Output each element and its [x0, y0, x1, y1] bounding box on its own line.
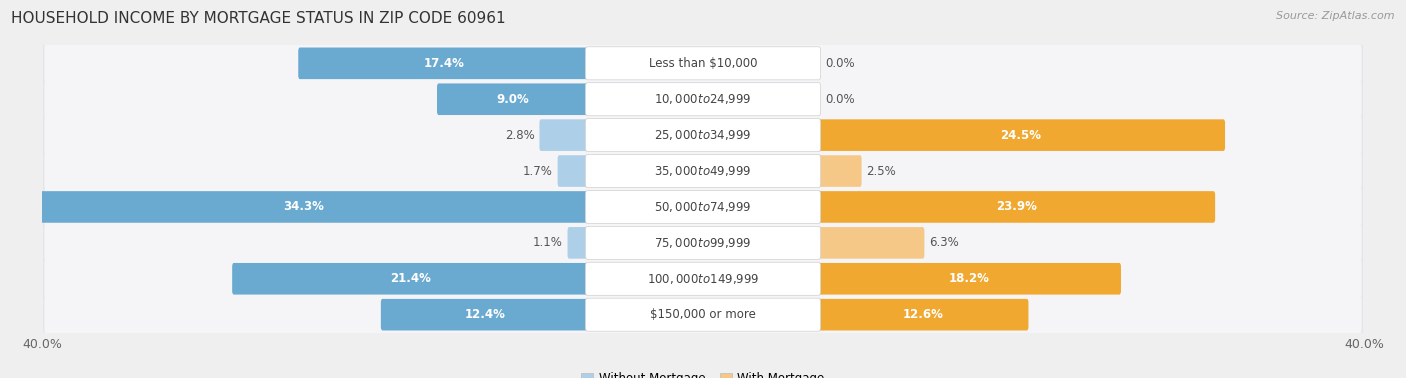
Text: Less than $10,000: Less than $10,000	[648, 57, 758, 70]
FancyBboxPatch shape	[558, 155, 589, 187]
Text: HOUSEHOLD INCOME BY MORTGAGE STATUS IN ZIP CODE 60961: HOUSEHOLD INCOME BY MORTGAGE STATUS IN Z…	[11, 11, 506, 26]
Text: 12.6%: 12.6%	[903, 308, 943, 321]
FancyBboxPatch shape	[437, 84, 589, 115]
FancyBboxPatch shape	[44, 42, 1362, 84]
FancyBboxPatch shape	[381, 299, 589, 330]
FancyBboxPatch shape	[45, 152, 1361, 190]
FancyBboxPatch shape	[45, 188, 1361, 226]
Text: $10,000 to $24,999: $10,000 to $24,999	[654, 92, 752, 106]
FancyBboxPatch shape	[44, 294, 1362, 336]
FancyBboxPatch shape	[585, 191, 821, 223]
Text: 12.4%: 12.4%	[464, 308, 505, 321]
FancyBboxPatch shape	[44, 186, 1362, 228]
FancyBboxPatch shape	[45, 224, 1361, 262]
Text: $150,000 or more: $150,000 or more	[650, 308, 756, 321]
FancyBboxPatch shape	[45, 260, 1361, 298]
Text: 1.7%: 1.7%	[523, 164, 553, 178]
Text: 9.0%: 9.0%	[496, 93, 530, 106]
FancyBboxPatch shape	[45, 116, 1361, 154]
FancyBboxPatch shape	[817, 299, 1028, 330]
Legend: Without Mortgage, With Mortgage: Without Mortgage, With Mortgage	[576, 367, 830, 378]
FancyBboxPatch shape	[817, 227, 924, 259]
FancyBboxPatch shape	[585, 155, 821, 187]
Text: $25,000 to $34,999: $25,000 to $34,999	[654, 128, 752, 142]
FancyBboxPatch shape	[585, 119, 821, 152]
FancyBboxPatch shape	[585, 83, 821, 116]
Text: $75,000 to $99,999: $75,000 to $99,999	[654, 236, 752, 250]
Text: 0.0%: 0.0%	[825, 57, 855, 70]
FancyBboxPatch shape	[585, 262, 821, 295]
FancyBboxPatch shape	[568, 227, 589, 259]
Text: 0.0%: 0.0%	[825, 93, 855, 106]
FancyBboxPatch shape	[44, 78, 1362, 120]
FancyBboxPatch shape	[44, 222, 1362, 264]
Text: 18.2%: 18.2%	[949, 272, 990, 285]
Text: 17.4%: 17.4%	[423, 57, 464, 70]
Text: Source: ZipAtlas.com: Source: ZipAtlas.com	[1277, 11, 1395, 21]
FancyBboxPatch shape	[817, 119, 1225, 151]
FancyBboxPatch shape	[45, 296, 1361, 334]
Text: 1.1%: 1.1%	[533, 236, 562, 249]
FancyBboxPatch shape	[45, 44, 1361, 82]
FancyBboxPatch shape	[585, 298, 821, 331]
Text: 23.9%: 23.9%	[995, 200, 1036, 214]
Text: 2.5%: 2.5%	[866, 164, 896, 178]
Text: 6.3%: 6.3%	[929, 236, 959, 249]
FancyBboxPatch shape	[298, 48, 589, 79]
Text: 34.3%: 34.3%	[284, 200, 325, 214]
Text: 21.4%: 21.4%	[389, 272, 432, 285]
FancyBboxPatch shape	[44, 258, 1362, 300]
FancyBboxPatch shape	[44, 150, 1362, 192]
FancyBboxPatch shape	[232, 263, 589, 294]
Text: 24.5%: 24.5%	[1001, 129, 1042, 142]
FancyBboxPatch shape	[44, 114, 1362, 156]
FancyBboxPatch shape	[817, 263, 1121, 294]
Text: $100,000 to $149,999: $100,000 to $149,999	[647, 272, 759, 286]
FancyBboxPatch shape	[585, 47, 821, 80]
FancyBboxPatch shape	[585, 226, 821, 259]
Text: $50,000 to $74,999: $50,000 to $74,999	[654, 200, 752, 214]
FancyBboxPatch shape	[20, 191, 589, 223]
Text: 2.8%: 2.8%	[505, 129, 534, 142]
FancyBboxPatch shape	[45, 80, 1361, 118]
Text: $35,000 to $49,999: $35,000 to $49,999	[654, 164, 752, 178]
FancyBboxPatch shape	[540, 119, 589, 151]
FancyBboxPatch shape	[817, 191, 1215, 223]
FancyBboxPatch shape	[817, 155, 862, 187]
